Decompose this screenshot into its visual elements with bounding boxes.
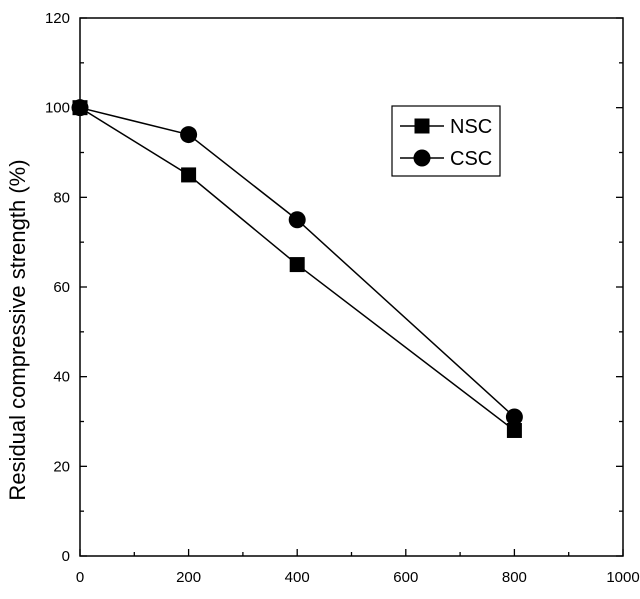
- y-axis-title: Residual compressive strength (%): [5, 159, 30, 500]
- legend-entry-csc: CSC: [400, 148, 492, 170]
- legend-marker-csc: [414, 150, 431, 167]
- x-tick-label: 0: [76, 569, 84, 586]
- legend-label-nsc: NSC: [450, 116, 492, 138]
- data-point-nsc: [181, 167, 196, 182]
- y-tick-label: 60: [53, 279, 70, 296]
- x-tick-label: 1000: [606, 569, 639, 586]
- legend-entry-nsc: NSC: [400, 116, 492, 138]
- x-tick-label: 800: [502, 569, 527, 586]
- legend-label-csc: CSC: [450, 148, 492, 170]
- y-tick-label: 20: [53, 458, 70, 475]
- y-tick-label: 40: [53, 369, 70, 386]
- legend-marker-nsc: [415, 119, 430, 134]
- data-point-csc: [506, 409, 523, 426]
- plot-frame: [80, 18, 623, 556]
- data-point-nsc: [290, 257, 305, 272]
- y-tick-label: 0: [62, 548, 70, 565]
- y-tick-label: 80: [53, 189, 70, 206]
- y-tick-label: 120: [45, 10, 70, 27]
- x-tick-label: 600: [393, 569, 418, 586]
- legend: NSC CSC: [392, 106, 500, 176]
- axes: [80, 18, 623, 556]
- x-tick-label: 200: [176, 569, 201, 586]
- x-tick-label: 400: [285, 569, 310, 586]
- y-tick-label: 100: [45, 100, 70, 117]
- ticks: 0 200 400 600 800 1000 0 20 40 60 80 100 120: [45, 10, 640, 586]
- data-point-csc: [72, 99, 89, 116]
- data-point-csc: [289, 211, 306, 228]
- data-point-csc: [180, 126, 197, 143]
